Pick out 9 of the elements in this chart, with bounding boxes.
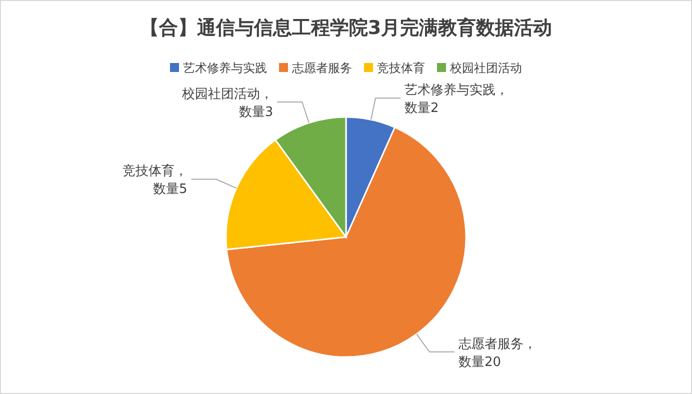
data-label: 艺术修养与实践，数量2 (404, 82, 509, 116)
data-label: 校园社团活动，数量3 (181, 86, 274, 120)
chart-title: 【合】通信与信息工程学院3月完满教育数据活动 (140, 17, 552, 39)
legend-label: 志愿者服务 (292, 61, 352, 75)
legend-label: 校园社团活动 (449, 61, 522, 75)
data-label: 竞技体育，数量5 (122, 163, 188, 198)
legend-label: 竞技体育 (377, 61, 425, 75)
legend-label: 艺术修养与实践 (183, 61, 267, 75)
data-label: 志愿者服务，数量20 (458, 336, 536, 370)
